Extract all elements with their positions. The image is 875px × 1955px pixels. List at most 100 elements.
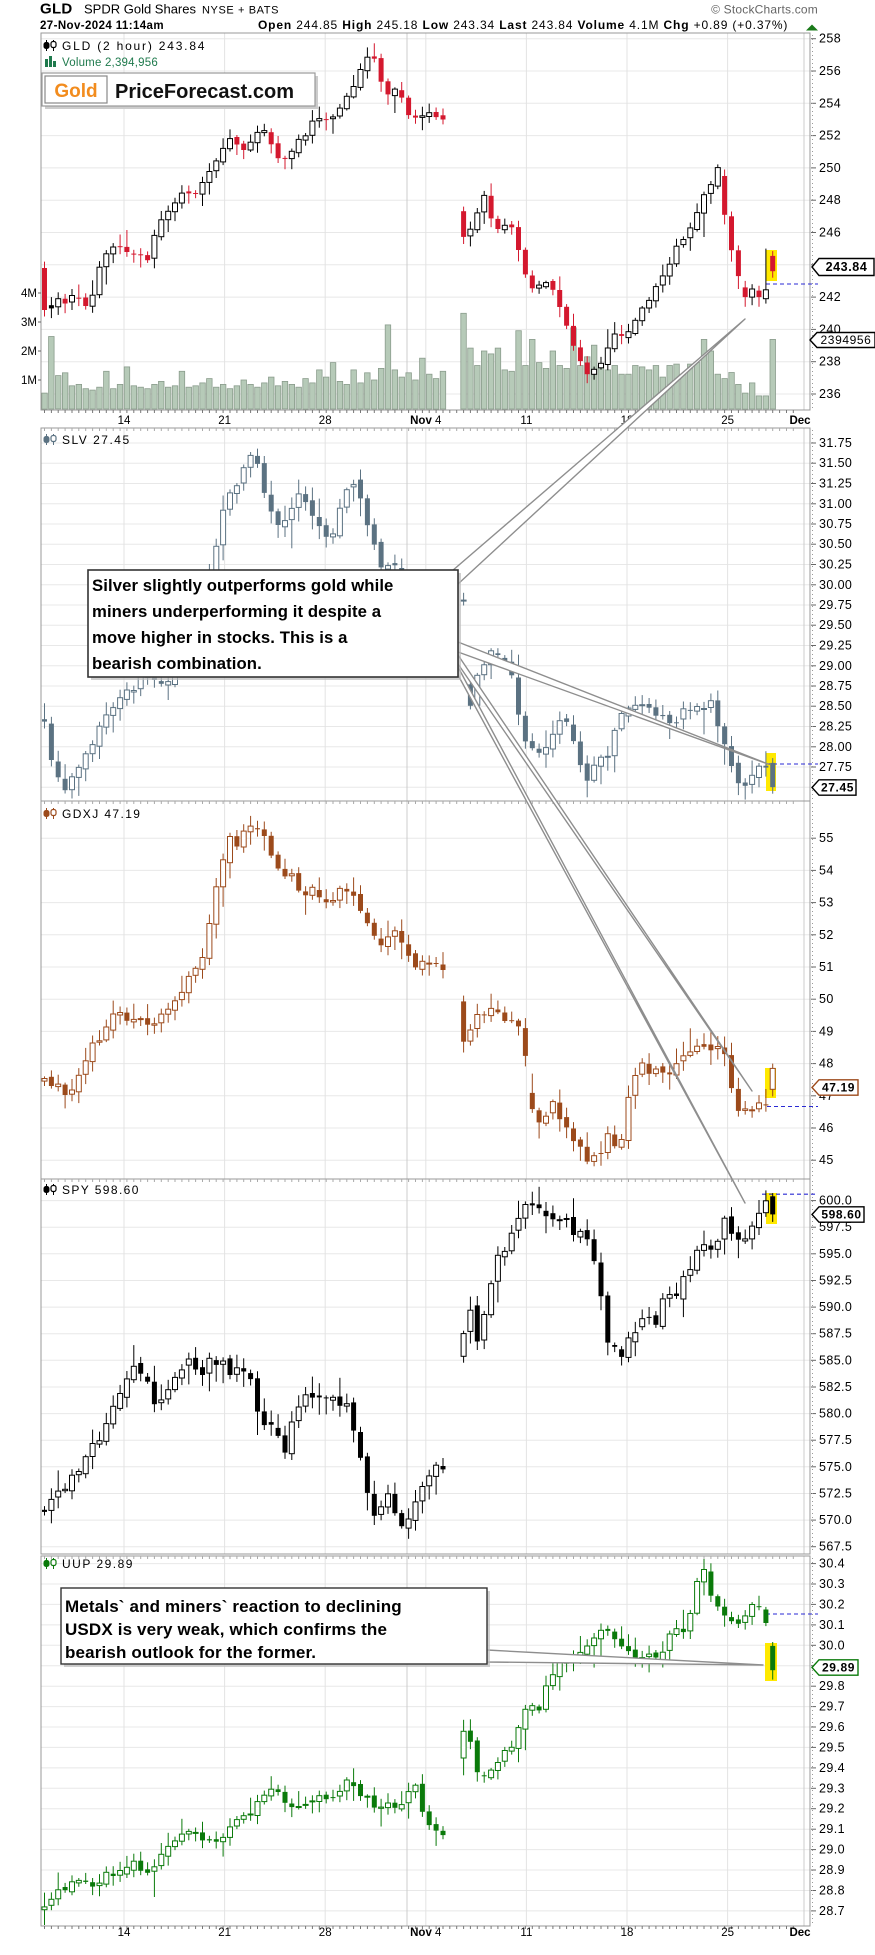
svg-text:29.50: 29.50	[819, 618, 852, 632]
svg-text:600.0: 600.0	[819, 1194, 852, 1208]
svg-text:577.5: 577.5	[819, 1433, 852, 1447]
svg-text:Silver slightly outperforms go: Silver slightly outperforms gold while	[92, 576, 393, 595]
svg-text:bearish outlook for the former: bearish outlook for the former.	[65, 1643, 316, 1662]
svg-text:29.7: 29.7	[819, 1700, 845, 1714]
svg-text:248: 248	[819, 193, 841, 207]
svg-text:Volume 2,394,956: Volume 2,394,956	[62, 57, 158, 69]
svg-text:53: 53	[819, 896, 834, 910]
svg-text:UUP 29.89: UUP 29.89	[62, 1557, 134, 1571]
svg-text:2M: 2M	[21, 346, 37, 358]
svg-text:NYSE + BATS: NYSE + BATS	[202, 5, 279, 17]
svg-text:30.4: 30.4	[819, 1557, 845, 1571]
svg-text:31.75: 31.75	[819, 436, 852, 450]
svg-text:29.5: 29.5	[819, 1740, 845, 1754]
svg-text:236: 236	[819, 387, 841, 401]
svg-text:Metals` and miners` reaction t: Metals` and miners` reaction to declinin…	[65, 1597, 402, 1616]
svg-text:47.19: 47.19	[822, 1081, 855, 1095]
svg-text:592.5: 592.5	[819, 1274, 852, 1288]
svg-text:572.5: 572.5	[819, 1487, 852, 1501]
svg-text:587.5: 587.5	[819, 1327, 852, 1341]
svg-text:30.1: 30.1	[819, 1618, 845, 1632]
svg-text:30.2: 30.2	[819, 1597, 845, 1611]
svg-text:25: 25	[721, 1927, 734, 1939]
svg-text:29.4: 29.4	[819, 1761, 845, 1775]
svg-text:28.75: 28.75	[819, 679, 852, 693]
svg-text:3M: 3M	[21, 317, 37, 329]
svg-text:14: 14	[118, 1927, 131, 1939]
svg-text:242: 242	[819, 290, 841, 304]
svg-text:11: 11	[520, 1927, 532, 1939]
svg-text:move higher in stocks. This is: move higher in stocks. This is a	[92, 628, 348, 647]
svg-text:570.0: 570.0	[819, 1513, 852, 1527]
svg-text:29.2: 29.2	[819, 1802, 845, 1816]
svg-text:18: 18	[621, 1927, 634, 1939]
svg-text:21: 21	[218, 415, 231, 427]
svg-text:590.0: 590.0	[819, 1300, 852, 1314]
svg-text:597.5: 597.5	[819, 1220, 852, 1234]
svg-text:SPY 598.60: SPY 598.60	[62, 1183, 140, 1197]
svg-text:28.7: 28.7	[819, 1904, 845, 1918]
svg-text:Dec: Dec	[789, 415, 811, 427]
svg-text:256: 256	[819, 64, 841, 78]
svg-text:28.00: 28.00	[819, 740, 852, 754]
svg-text:46: 46	[819, 1121, 834, 1135]
svg-text:25: 25	[721, 415, 734, 427]
svg-text:50: 50	[819, 992, 834, 1006]
svg-text:31.25: 31.25	[819, 477, 852, 491]
svg-text:246: 246	[819, 226, 841, 240]
svg-text:bearish combination.: bearish combination.	[92, 654, 262, 673]
svg-text:30.50: 30.50	[819, 537, 852, 551]
svg-text:54: 54	[819, 863, 834, 877]
svg-text:GLD: GLD	[40, 1, 73, 18]
svg-text:28.25: 28.25	[819, 720, 852, 734]
svg-text:30.75: 30.75	[819, 517, 852, 531]
svg-text:GDXJ 47.19: GDXJ 47.19	[62, 807, 141, 821]
svg-text:52: 52	[819, 928, 834, 942]
svg-text:28.8: 28.8	[819, 1884, 845, 1898]
svg-text:14: 14	[118, 415, 131, 427]
svg-text:582.5: 582.5	[819, 1380, 852, 1394]
svg-text:567.5: 567.5	[819, 1540, 852, 1554]
svg-text:29.8: 29.8	[819, 1679, 845, 1693]
svg-text:243.84: 243.84	[826, 260, 868, 274]
svg-text:31.50: 31.50	[819, 456, 852, 470]
svg-text:250: 250	[819, 161, 841, 175]
svg-text:575.0: 575.0	[819, 1460, 852, 1474]
svg-text:51: 51	[819, 960, 834, 974]
svg-text:28: 28	[319, 415, 332, 427]
svg-text:238: 238	[819, 355, 841, 369]
svg-text:595.0: 595.0	[819, 1247, 852, 1261]
svg-text:254: 254	[819, 96, 841, 110]
svg-text:29.0: 29.0	[819, 1843, 845, 1857]
svg-text:252: 252	[819, 129, 841, 143]
svg-text:SPDR Gold Shares: SPDR Gold Shares	[84, 2, 196, 17]
svg-text:580.0: 580.0	[819, 1407, 852, 1421]
svg-text:45: 45	[819, 1153, 834, 1167]
svg-text:258: 258	[819, 32, 841, 46]
svg-text:29.00: 29.00	[819, 659, 852, 673]
svg-text:28.50: 28.50	[819, 699, 852, 713]
svg-text:55: 55	[819, 831, 834, 845]
svg-text:© StockCharts.com: © StockCharts.com	[711, 3, 818, 17]
svg-text:USDX is very weak, which confi: USDX is very weak, which confirms the	[65, 1620, 387, 1639]
svg-text:SLV 27.45: SLV 27.45	[62, 433, 131, 447]
svg-text:4M: 4M	[21, 288, 37, 300]
svg-text:29.25: 29.25	[819, 639, 852, 653]
svg-text:Open 244.85 High 245.18 Low 24: Open 244.85 High 245.18 Low 243.34 Last …	[258, 18, 788, 32]
svg-text:27.75: 27.75	[819, 760, 852, 774]
svg-text:28: 28	[319, 1927, 332, 1939]
svg-text:27-Nov-2024 11:14am: 27-Nov-2024 11:14am	[40, 20, 164, 32]
svg-text:585.0: 585.0	[819, 1353, 852, 1367]
svg-text:2394956: 2394956	[821, 333, 872, 347]
svg-text:31.00: 31.00	[819, 497, 852, 511]
svg-text:30.3: 30.3	[819, 1577, 845, 1591]
svg-text:29.89: 29.89	[822, 1661, 855, 1675]
svg-text:29.3: 29.3	[819, 1781, 845, 1795]
svg-text:PriceForecast.com: PriceForecast.com	[115, 81, 294, 103]
svg-text:Nov 4: Nov 4	[410, 415, 442, 427]
svg-text:1M: 1M	[21, 375, 37, 387]
svg-text:49: 49	[819, 1024, 834, 1038]
svg-text:Gold: Gold	[54, 81, 97, 102]
svg-text:30.25: 30.25	[819, 558, 852, 572]
svg-text:29.6: 29.6	[819, 1720, 845, 1734]
